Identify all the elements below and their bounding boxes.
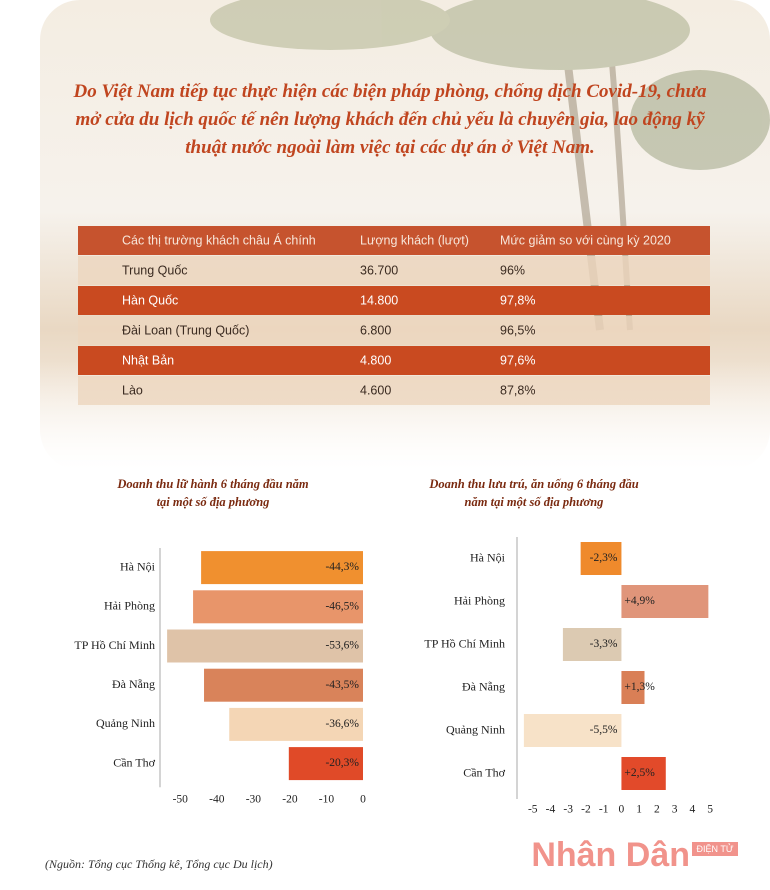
category-label: Hải Phòng [104, 599, 155, 613]
logo: Nhân Dân [531, 836, 690, 874]
x-tick-label: 3 [672, 804, 678, 816]
table-cell: Các thị trường khách châu Á chính [122, 232, 316, 247]
table-cell: Lượng khách (lượt) [360, 233, 469, 247]
category-label: Đà Nẵng [112, 677, 155, 691]
category-label: Hà Nội [120, 559, 156, 573]
data-label: +1,3% [624, 681, 655, 693]
x-tick-label: -1 [599, 804, 609, 816]
x-tick-label: -50 [173, 794, 189, 806]
table-cell: 96% [500, 263, 525, 277]
x-tick-label: -4 [546, 804, 556, 816]
bar [167, 629, 363, 663]
logo-tag: ĐIỆN TỬ [696, 843, 733, 854]
chart: Doanh thu lưu trú, ăn uống 6 tháng đầu nă… [424, 477, 713, 816]
category-label: Cần Thơ [463, 765, 505, 779]
data-label: +4,9% [624, 595, 655, 607]
bar [580, 542, 622, 575]
data-label: -44,3% [325, 561, 359, 573]
data-label: -5,5% [590, 724, 618, 736]
x-tick-label: 5 [707, 804, 713, 816]
category-label: Quảng Ninh [446, 722, 505, 736]
table-cell: 96,5% [500, 323, 535, 337]
table-row [78, 286, 710, 315]
table-cell: 97,8% [500, 293, 535, 307]
logo-tag-bg [692, 842, 738, 856]
table-cell: 4.800 [360, 353, 391, 367]
table-row [78, 316, 710, 345]
x-tick-label: 0 [360, 794, 366, 806]
charts: Doanh thu lữ hành 6 tháng đầu năm tại một… [74, 477, 713, 816]
x-tick-label: 2 [654, 804, 660, 816]
x-tick-label: 0 [619, 804, 625, 816]
category-label: Hải Phòng [454, 593, 505, 607]
bar [523, 714, 622, 747]
bar [288, 747, 363, 781]
x-tick-label: -3 [563, 804, 573, 816]
intro-text: Do Việt Nam tiếp tục thực hiện các biện … [73, 81, 707, 158]
data-label: -53,6% [325, 640, 359, 652]
data-label: -20,3% [325, 757, 359, 769]
x-tick-label: -2 [581, 804, 591, 816]
intro-box: Do Việt Nam tiếp tục thực hiện các biện … [73, 81, 707, 158]
category-label: Hà Nội [470, 550, 506, 564]
table-cell: Hàn Quốc [122, 293, 178, 307]
bar [204, 668, 363, 702]
chart-title: Doanh thu lưu trú, ăn uống 6 tháng đầu nă… [428, 477, 638, 509]
x-tick-label: -10 [319, 794, 335, 806]
table-cell: Đài Loan (Trung Quốc) [122, 323, 249, 337]
table-cell: Nhật Bản [122, 353, 174, 367]
bar [621, 671, 645, 704]
x-tick-label: -30 [246, 794, 262, 806]
table: Các thị trường khách châu Á chính Lượng k… [78, 226, 710, 405]
x-tick-label: -40 [209, 794, 225, 806]
x-tick-label: 1 [636, 804, 642, 816]
table-cell: 14.800 [360, 293, 398, 307]
table-cell: 4.600 [360, 383, 391, 397]
bar [621, 585, 709, 618]
bar [621, 757, 666, 790]
bar [193, 590, 363, 624]
table-cell: 87,8% [500, 383, 535, 397]
table-row [78, 346, 710, 375]
table-cell: 6.800 [360, 323, 391, 337]
chart-title: Doanh thu lữ hành 6 tháng đầu năm tại một… [116, 477, 309, 509]
table-cell: Mức giảm so với cùng kỳ 2020 [500, 233, 671, 247]
table-cell: 36.700 [360, 263, 398, 277]
category-label: Cần Thơ [113, 755, 155, 769]
data-label: -36,6% [325, 718, 359, 730]
chart: Doanh thu lữ hành 6 tháng đầu năm tại một… [74, 477, 366, 806]
table-header [78, 226, 710, 255]
x-tick-label: -5 [528, 804, 538, 816]
table-cell: Trung Quốc [122, 263, 188, 277]
data-label: +2,5% [624, 767, 655, 779]
x-tick-label: -20 [282, 794, 298, 806]
data-label: -46,5% [325, 600, 359, 612]
x-tick-label: 4 [690, 804, 696, 816]
table-row [78, 376, 710, 405]
table-cell: 97,6% [500, 353, 535, 367]
bar [229, 707, 363, 741]
bar [562, 628, 622, 661]
data-label: -3,3% [590, 638, 618, 650]
category-label: Đà Nẵng [462, 679, 505, 693]
table-cell: Lào [122, 383, 143, 397]
source: (Nguồn: Tổng cục Thống kê, Tổng cục Du l… [45, 857, 273, 871]
category-label: Quảng Ninh [96, 716, 155, 730]
category-label: TP Hồ Chí Minh [74, 638, 155, 652]
bar [201, 551, 363, 585]
data-label: -2,3% [590, 552, 618, 564]
category-label: TP Hồ Chí Minh [424, 636, 505, 650]
palm-decoration [210, 0, 770, 331]
table-row [78, 256, 710, 285]
data-label: -43,5% [325, 679, 359, 691]
